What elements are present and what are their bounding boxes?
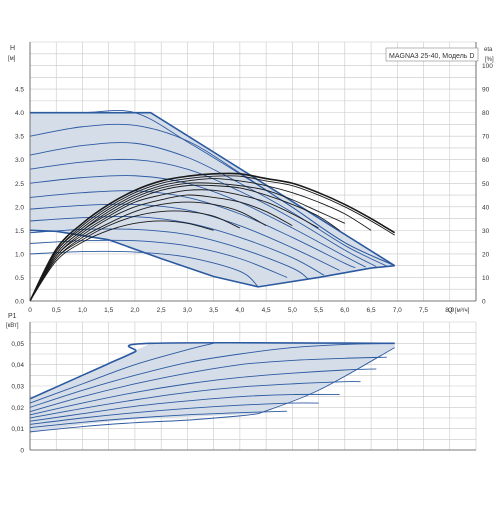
flow-axis-unit: [м³/ч] [455,308,470,314]
x-tick-label: 7,0 [393,307,402,314]
power-curve [29,342,214,404]
x-tick-label: 5,0 [288,307,297,314]
eta-axis-title: eta [484,47,493,53]
model-label-box [385,47,479,62]
x-tick-label: 4,0 [235,307,244,314]
head-tick-label: 1.0 [15,251,24,258]
head-curve [29,228,309,280]
x-tick-label: 2,0 [130,307,139,314]
eta-tick-label: 90 [482,87,490,94]
head-tick-label: 4.0 [15,110,24,117]
head-curve [29,175,367,268]
head-tick-label: 3.5 [15,134,24,141]
operating-region [30,112,395,433]
power-curve [29,356,387,413]
x-tick-label: 6,5 [367,307,376,314]
efficiency-curve [29,175,395,302]
power-tick-label: 0,01 [11,426,24,433]
head-tick-label: 1.5 [15,228,24,235]
eta-tick-label: 100 [482,63,493,70]
eta-axis-unit: [%] [485,57,494,63]
eta-tick-label: 50 [482,181,490,188]
power-curve [29,368,377,416]
x-tick-label: 3,5 [209,307,218,314]
head-tick-label: 2.5 [15,181,24,188]
axes [29,42,477,451]
efficiency-curve [29,189,319,302]
power-curve [29,342,395,408]
power-tick-label: 0 [20,448,24,455]
head-tick-label: 3.0 [15,157,24,164]
power-curve [258,347,395,415]
power-curve [29,413,259,433]
power-tick-label: 0,04 [11,362,24,369]
eta-tick-label: 10 [482,275,490,282]
head-curve [29,215,325,276]
head-curve [29,123,395,267]
x-tick-label: 4,5 [262,307,271,314]
eta-tick-label: 30 [482,228,490,235]
eta-tick-label: 0 [482,299,486,306]
eta-tick-label: 40 [482,204,490,211]
efficiency-curve [29,210,241,302]
power-tick-label: 0,05 [11,341,24,348]
efficiency-curve [29,194,293,302]
eta-tick-label: 70 [482,134,490,141]
power-curve [29,393,340,422]
labels: 0 0,5 1,0 1,5 2,0 2,5 3,0 3,5 4,0 4,5 5,0 5,5 6,0 6,5… [11,63,493,454]
eta-tick-label: 60 [482,157,490,164]
x-tick-label: 2,5 [157,307,166,314]
efficiency-curve [29,172,396,302]
head-curve [29,250,259,288]
x-tick-label: 5,5 [314,307,323,314]
head-axis-title: H [10,45,15,52]
model-label: MAGNA3 25-40, Модель D [389,53,474,60]
x-tick-label: 6,0 [340,307,349,314]
flow-axis-title: Q [448,308,453,314]
eta-tick-label: 20 [482,251,490,258]
power-tick-label: 0,03 [11,384,24,391]
power-curve [29,402,319,425]
head-curve [29,142,387,267]
head-curve [29,158,377,268]
x-tick-label: 3,0 [183,307,192,314]
power-curve [29,381,361,419]
x-tick-label: 1,0 [78,307,87,314]
efficiency-curve [29,220,214,302]
power-axis-unit: [кВт] [6,323,19,329]
x-tick-label: 0,5 [52,307,61,314]
x-tick-label: 7,5 [419,307,428,314]
power-curve [29,410,288,429]
head-tick-label: 0.5 [15,275,24,282]
x-tick-label: 0 [28,307,32,314]
x-tick-label: 8,0 [445,307,454,314]
power-tick-label: 0,02 [11,405,24,412]
power-curve [29,341,395,400]
head-tick-label: 4.5 [15,87,24,94]
x-tick-label: 1,5 [104,307,113,314]
power-operating-region [30,343,395,433]
efficiency-curve [29,178,372,302]
efficiency-curve [29,184,340,302]
head-axis-unit: [м] [8,56,16,62]
curves [29,110,396,433]
efficiency-curve [29,201,267,302]
eta-tick-label: 80 [482,110,490,117]
head-curve [29,203,340,271]
head-tick-label: 0.0 [15,299,24,306]
power-axis-title: P1 [8,313,17,320]
head-tick-label: 2.0 [15,204,24,211]
head-limit-curve [30,111,396,267]
